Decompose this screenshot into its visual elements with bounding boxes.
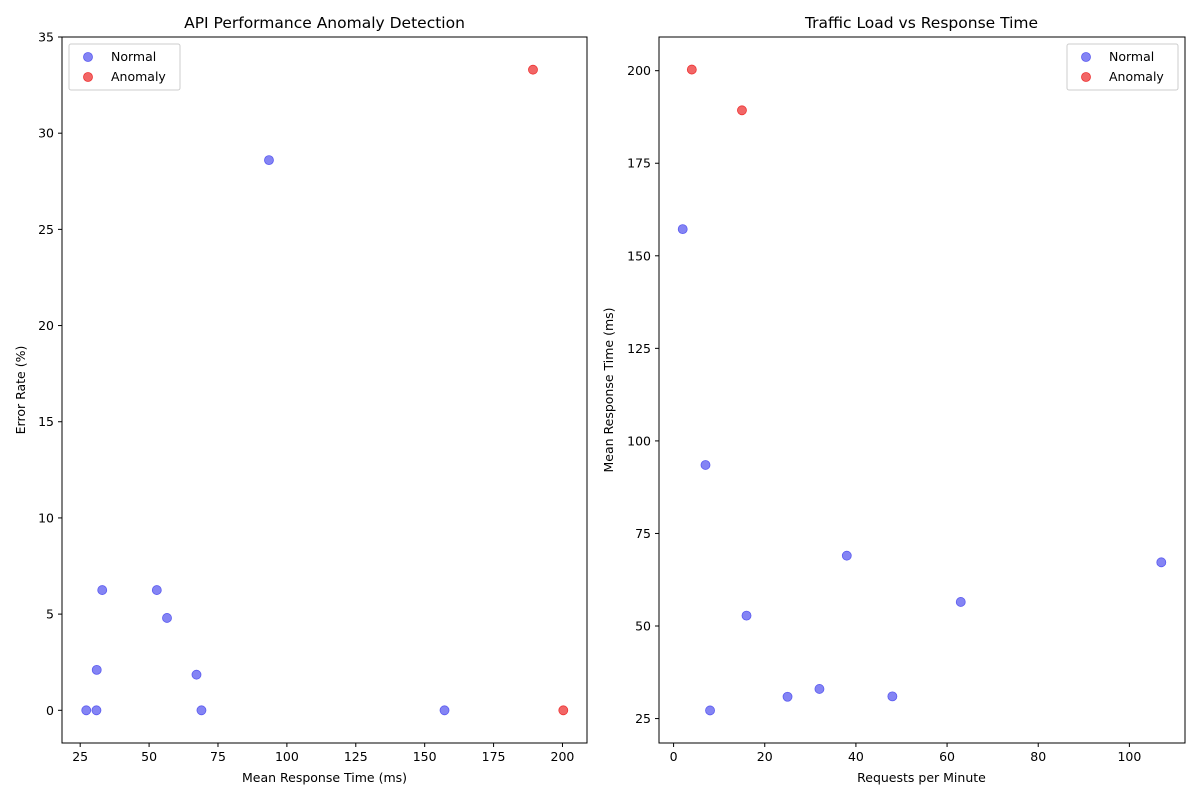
legend-marker-normal: [1081, 52, 1091, 62]
x-tick-label: 40: [848, 749, 864, 764]
x-tick-label: 25: [72, 749, 88, 764]
x-tick-label: 200: [551, 749, 575, 764]
data-point-anomaly: [528, 64, 538, 75]
y-tick-label: 25: [635, 711, 651, 726]
y-tick-label: 125: [627, 341, 651, 356]
y-tick-label: 25: [38, 222, 54, 237]
data-point-normal: [196, 705, 207, 716]
legend-label-anomaly: Anomaly: [1109, 69, 1164, 84]
y-tick-label: 10: [38, 510, 54, 525]
x-tick-label: 60: [939, 749, 955, 764]
x-axis-label: Mean Response Time (ms): [242, 770, 407, 785]
x-tick-label: 125: [344, 749, 368, 764]
plot-frame: [61, 36, 588, 744]
data-point-normal: [191, 669, 202, 680]
x-tick-label: 80: [1030, 749, 1046, 764]
y-axis-label: Error Rate (%): [13, 346, 28, 435]
y-tick-label: 75: [635, 526, 651, 541]
chart-title: Traffic Load vs Response Time: [804, 14, 1038, 32]
x-tick-label: 75: [210, 749, 226, 764]
y-tick-label: 15: [38, 414, 54, 429]
x-tick-label: 100: [275, 749, 299, 764]
data-point-normal: [439, 705, 450, 716]
legend-box: [1066, 43, 1179, 91]
plot-frame: [658, 36, 1186, 744]
y-tick-label: 150: [627, 248, 651, 263]
data-point-normal: [741, 610, 752, 621]
data-point-normal: [887, 691, 898, 702]
data-point-normal: [91, 705, 102, 716]
x-tick-label: 150: [413, 749, 437, 764]
data-point-normal: [81, 705, 92, 716]
chart-api-performance: API Performance Anomaly Detection 25 50 75…: [13, 14, 588, 785]
data-point-normal: [705, 705, 715, 716]
x-tick-label: 100: [1117, 749, 1141, 764]
legend-marker-anomaly: [1081, 72, 1091, 82]
y-tick-label: 0: [46, 703, 54, 718]
y-axis-label: Mean Response Time (ms): [601, 307, 616, 472]
y-tick-label: 200: [627, 63, 651, 78]
legend-marker-normal: [83, 52, 93, 62]
legend-label-normal: Normal: [111, 49, 156, 64]
x-tick-label: 0: [670, 749, 678, 764]
data-point-normal: [1156, 557, 1167, 568]
legend-label-normal: Normal: [1109, 49, 1154, 64]
data-point-normal: [677, 224, 688, 235]
data-point-normal: [264, 155, 274, 166]
chart-title: API Performance Anomaly Detection: [184, 14, 465, 32]
data-point-normal: [782, 691, 793, 702]
legend: Normal Anomaly: [68, 43, 181, 91]
data-point-normal: [700, 460, 711, 470]
data-point-normal: [841, 550, 852, 561]
legend: Normal Anomaly: [1066, 43, 1179, 91]
chart-traffic-load: Traffic Load vs Response Time 0 20 40 60 80 1…: [601, 14, 1186, 785]
y-tick-label: 175: [627, 156, 651, 171]
x-tick-label: 175: [482, 749, 506, 764]
data-point-normal: [814, 684, 825, 694]
y-tick-label: 50: [635, 619, 651, 634]
data-point-anomaly: [558, 705, 569, 716]
data-point-normal: [151, 585, 162, 595]
data-point-normal: [162, 613, 172, 623]
legend-box: [68, 43, 181, 91]
x-tick-label: 20: [757, 749, 773, 764]
data-point-normal: [955, 597, 966, 607]
data-point-normal: [97, 585, 108, 595]
y-tick-label: 5: [46, 607, 54, 622]
x-tick-label: 50: [141, 749, 157, 764]
y-tick-label: 20: [38, 318, 54, 333]
y-tick-label: 35: [38, 30, 54, 45]
x-axis-label: Requests per Minute: [857, 770, 986, 785]
data-point-anomaly: [686, 64, 697, 75]
data-point-normal: [91, 664, 102, 675]
legend-marker-anomaly: [83, 72, 93, 82]
legend-label-anomaly: Anomaly: [111, 69, 166, 84]
y-tick-label: 30: [38, 126, 54, 141]
y-tick-label: 100: [627, 433, 651, 448]
data-point-anomaly: [737, 105, 747, 116]
